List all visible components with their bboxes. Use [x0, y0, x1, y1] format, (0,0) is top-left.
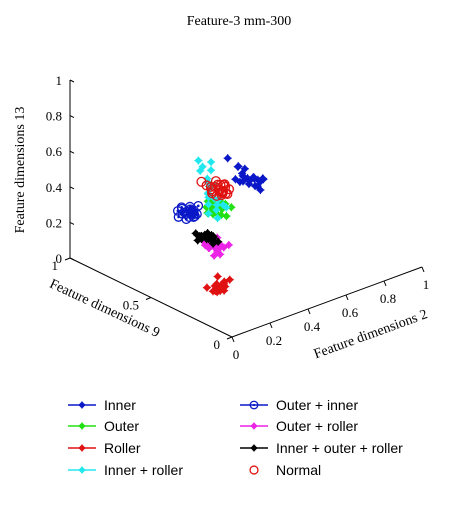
- legend-label: Inner + roller: [104, 462, 183, 478]
- legend-marker: [249, 400, 259, 410]
- z-axis-label: Feature dimensions 13: [13, 107, 28, 234]
- z-axis-tick-label: 0.4: [46, 180, 63, 195]
- x-axis-tick: [421, 266, 425, 273]
- point-outer-inner: [177, 203, 187, 214]
- point-outer-inner-dot: [180, 207, 184, 210]
- x-axis-tick-label: 1: [423, 277, 430, 292]
- point-outer-inner-dot: [187, 215, 191, 219]
- legend-item-inner-roller: Inner + roller: [68, 462, 183, 478]
- legend-marker-dot: [252, 403, 256, 407]
- series-inner: [223, 154, 268, 195]
- z-axis-tick-label: 0.8: [46, 109, 62, 124]
- point-outer-inner-dot: [196, 204, 200, 208]
- legend-item-outer-inner: Outer + inner: [240, 397, 358, 413]
- data-points: [172, 154, 268, 297]
- legend-label: Inner: [104, 397, 136, 413]
- x-axis-tick-label: 0.4: [304, 319, 321, 334]
- y-axis-tick-label: 0.5: [123, 298, 139, 313]
- series-normal: [196, 176, 235, 201]
- legend-item-inner: Inner: [68, 397, 136, 413]
- y-axis-label: Feature dimensions 9: [47, 277, 162, 341]
- z-axis-tick: [69, 221, 75, 225]
- point-outer-inner-dot: [177, 215, 180, 219]
- y-axis-tick-label: 0: [214, 337, 221, 352]
- legend-label: Normal: [276, 462, 321, 478]
- x-axis-tick: [231, 336, 235, 343]
- point-normal: [217, 188, 228, 199]
- z-axis-tick: [69, 115, 75, 119]
- y-axis-tick: [64, 257, 71, 261]
- legend-item-normal: Normal: [249, 462, 321, 478]
- legend-label: Outer: [104, 418, 139, 434]
- y-axis-ticks: 00.51: [52, 257, 233, 352]
- legend-item-outer-roller: Outer + roller: [240, 418, 358, 434]
- legend-label: Outer + inner: [276, 397, 358, 413]
- x-axis-ticks: 0 0.2 0.4 0.6 0.8 1: [231, 266, 430, 362]
- legend-item-outer: Outer: [68, 418, 139, 434]
- legend-item-roller: Roller: [68, 440, 141, 456]
- point-normal: [211, 190, 222, 201]
- z-axis-tick-label: 1: [56, 73, 63, 88]
- legend-item-inner-outer-roller: Inner + outer + roller: [240, 440, 403, 456]
- point-outer-inner: [190, 211, 200, 222]
- legend-label: Roller: [104, 440, 141, 456]
- z-axis-tick: [69, 79, 75, 83]
- legend-label: Outer + roller: [276, 418, 358, 434]
- y-axis-tick: [226, 336, 233, 340]
- point-outer-inner-dot: [193, 214, 197, 218]
- point-outer-inner: [184, 212, 194, 222]
- z-axis-ticks: 0 0.2 0.4 0.6 0.8 1: [46, 73, 75, 266]
- legend-label: Inner + outer + roller: [276, 440, 403, 456]
- x-axis-tick-label: 0.6: [342, 305, 359, 320]
- point-outer-inner-dot: [185, 210, 189, 213]
- legend: Inner Outer Roller Inner + roller Outer + in…: [68, 397, 403, 478]
- point-outer-inner: [173, 212, 184, 222]
- z-axis-tick-label: 0: [56, 251, 63, 266]
- series-outer-inner: [172, 200, 204, 225]
- series-roller: [202, 272, 234, 297]
- x-axis-label: Feature dimensions 2: [312, 307, 430, 362]
- z-axis-tick: [69, 150, 75, 154]
- x-axis-line: [231, 266, 423, 338]
- y-axis-tick-label: 1: [52, 258, 59, 273]
- x-axis-tick: [269, 322, 273, 329]
- x-axis-tick: [383, 280, 387, 287]
- series-inner-outer-roller: [191, 228, 223, 248]
- x-axis-tick: [307, 308, 311, 315]
- z-axis-tick-label: 0.2: [46, 215, 62, 230]
- z-axis-tick: [69, 257, 75, 261]
- z-axis-tick-label: 0.6: [46, 144, 63, 159]
- y-axis-tick: [145, 297, 152, 300]
- legend-marker: [249, 465, 259, 475]
- x-axis-tick: [345, 294, 349, 301]
- x-axis-tick-label: 0.8: [380, 291, 396, 306]
- x-axis-tick-label: 0.2: [266, 333, 282, 348]
- x-axis-tick-label: 0: [233, 347, 240, 362]
- z-axis-tick: [69, 186, 75, 190]
- point-outer-inner-dot: [192, 212, 196, 216]
- chart-title: Feature-3 mm-300: [187, 14, 292, 29]
- point-normal: [196, 176, 207, 187]
